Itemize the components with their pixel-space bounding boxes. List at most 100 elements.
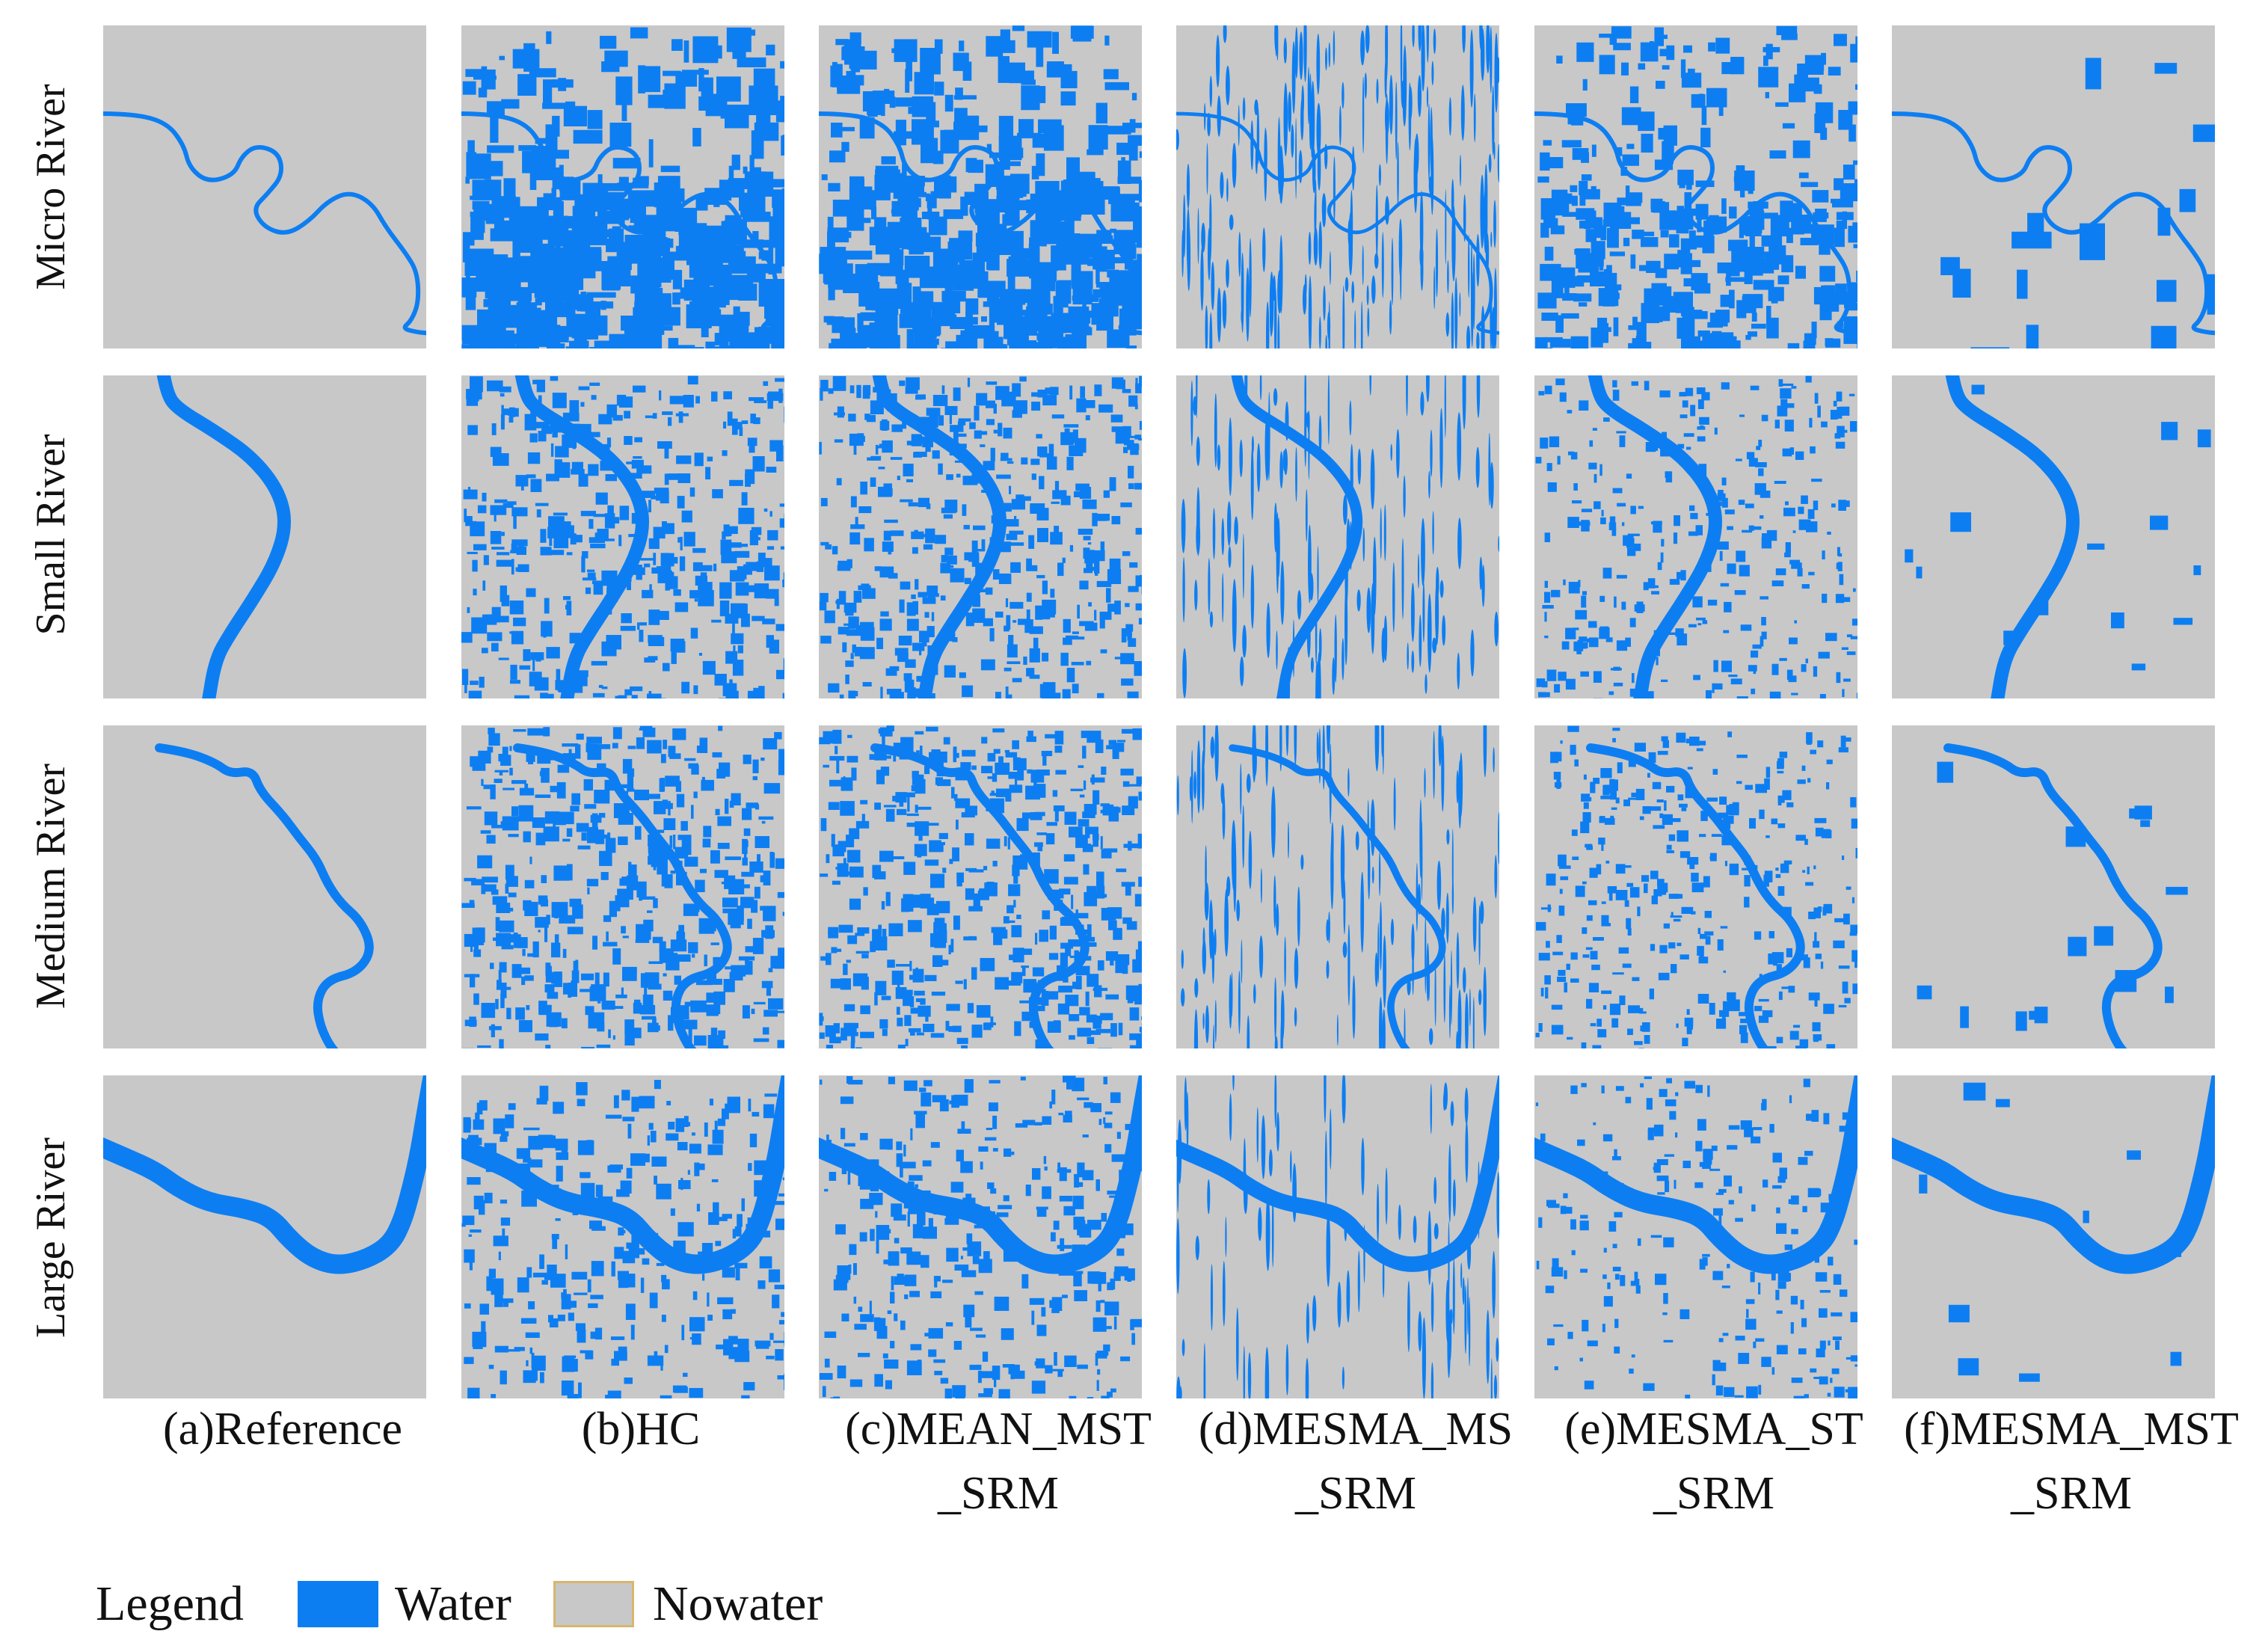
water-patch (1127, 691, 1139, 698)
water-patch (1416, 862, 1419, 932)
water-patch (1636, 322, 1647, 344)
water-patch (876, 1239, 879, 1254)
water-patch (1479, 556, 1483, 591)
water-patch (1798, 172, 1809, 179)
water-patch (749, 155, 755, 181)
water-patch (1664, 254, 1679, 270)
water-patch (1665, 471, 1671, 478)
water-patch (1042, 1116, 1052, 1125)
row-label-medium-river: Medium River (28, 763, 74, 1010)
water-patch (1049, 925, 1057, 940)
water-patch (997, 298, 1023, 325)
water-patch (976, 237, 985, 259)
classification-map-canvas (1535, 725, 1857, 1048)
water-patch (1470, 629, 1475, 677)
water-patch (782, 135, 784, 141)
water-patch (978, 1393, 992, 1398)
water-patch (1007, 661, 1021, 664)
water-patch (1117, 176, 1142, 184)
water-patch (591, 580, 603, 585)
water-patch (1724, 601, 1732, 612)
water-patch (846, 835, 855, 847)
water-patch (473, 993, 479, 1005)
water-patch (1647, 578, 1656, 589)
water-patch (462, 1215, 475, 1226)
water-patch (1639, 1011, 1647, 1014)
water-patch (700, 572, 707, 588)
water-patch (1259, 935, 1264, 978)
water-patch (1727, 526, 1733, 530)
water-patch (1137, 833, 1142, 849)
water-patch (849, 1379, 863, 1387)
water-patch (1813, 500, 1819, 511)
water-patch (1550, 752, 1558, 764)
water-patch (1206, 143, 1208, 195)
water-patch (1697, 927, 1701, 934)
water-patch (1676, 1023, 1679, 1028)
water-patch (1023, 496, 1031, 501)
water-patch (1283, 448, 1288, 476)
water-patch (1054, 481, 1060, 491)
water-patch (639, 491, 655, 498)
water-patch (1600, 768, 1612, 778)
water-patch (885, 668, 897, 676)
water-patch (1418, 25, 1422, 52)
water-patch (1481, 305, 1485, 348)
water-patch (1707, 322, 1723, 328)
water-patch (623, 1250, 639, 1259)
water-patch (1223, 25, 1227, 43)
water-patch (1629, 618, 1636, 627)
water-patch (1077, 1162, 1085, 1178)
water-patch (1009, 784, 1023, 793)
water-patch (1596, 864, 1602, 875)
water-patch (1561, 641, 1570, 650)
water-patch (1374, 725, 1380, 772)
water-patch (846, 755, 858, 763)
water-patch (1650, 201, 1665, 212)
water-patch (1546, 941, 1550, 948)
water-patch (666, 954, 680, 971)
water-patch (1579, 636, 1588, 642)
water-patch (707, 1292, 710, 1307)
water-patch (722, 450, 728, 456)
water-patch (1121, 882, 1135, 887)
water-patch (1074, 950, 1079, 960)
water-patch (1266, 602, 1270, 658)
water-patch (532, 941, 539, 958)
water-patch (2017, 269, 2028, 299)
water-patch (1055, 316, 1067, 334)
water-patch (1128, 784, 1142, 787)
water-patch (469, 153, 491, 179)
water-patch (1136, 1034, 1142, 1048)
water-patch (2111, 612, 2124, 629)
water-patch (1785, 403, 1795, 408)
water-patch (668, 746, 676, 758)
water-patch (1555, 378, 1565, 386)
water-patch (524, 783, 529, 794)
water-patch (500, 585, 507, 602)
water-patch (487, 145, 514, 153)
water-patch (1764, 870, 1773, 882)
water-patch (692, 251, 698, 271)
water-patch (681, 70, 709, 75)
water-patch (1660, 230, 1669, 238)
water-patch (470, 376, 483, 393)
water-patch (878, 924, 882, 933)
water-patch (942, 1280, 953, 1283)
water-patch (1074, 912, 1089, 918)
water-patch (551, 1234, 559, 1240)
water-patch (1103, 1117, 1106, 1124)
water-patch (734, 1262, 748, 1268)
water-patch (1740, 1032, 1748, 1043)
water-patch (639, 622, 647, 626)
water-patch (1045, 1365, 1053, 1374)
water-patch (740, 585, 755, 592)
water-patch (1209, 611, 1214, 628)
water-patch (1003, 1195, 1009, 1202)
water-patch (1072, 631, 1079, 634)
water-patch (2140, 820, 2151, 827)
water-patch (1182, 557, 1185, 623)
water-patch (684, 856, 698, 867)
water-patch (1576, 275, 1597, 283)
water-patch (490, 531, 502, 544)
